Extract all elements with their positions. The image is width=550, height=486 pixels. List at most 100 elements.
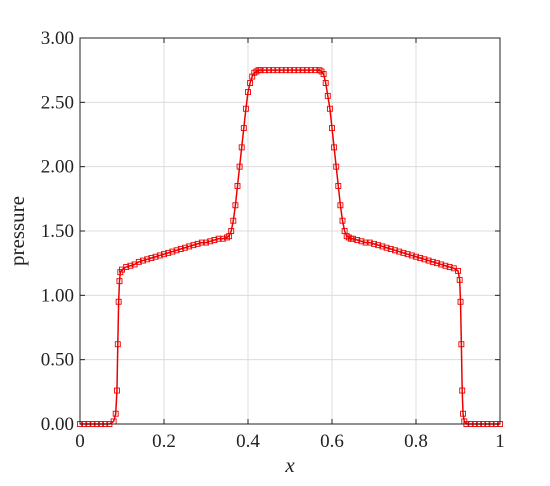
pressure-data-point <box>161 251 167 258</box>
pressure-data-point <box>148 255 155 261</box>
pressure-data-point <box>236 163 243 170</box>
pressure-data-point <box>299 67 306 74</box>
pressure-data-point <box>242 105 249 112</box>
pressure-data-point <box>303 67 310 74</box>
pressure-data-point <box>123 264 130 270</box>
y-tick-label: 3.00 <box>41 28 74 49</box>
pressure-data-point <box>396 248 403 255</box>
pressure-data-point <box>203 239 209 246</box>
pressure-data-point <box>354 237 361 243</box>
pressure-data-point <box>186 243 193 250</box>
x-axis-label: x <box>284 453 295 477</box>
pressure-data-point <box>190 242 197 249</box>
pressure-data-point <box>144 256 151 263</box>
pressure-data-point <box>392 247 398 254</box>
pressure-data-point <box>371 240 377 247</box>
pressure-data-point <box>456 276 463 283</box>
pressure-data-point <box>247 80 254 86</box>
pressure-data-point <box>282 67 289 74</box>
pressure-data-point <box>135 258 142 265</box>
pressure-data-point <box>173 247 180 254</box>
pressure-data-point <box>140 257 146 264</box>
pressure-data-point <box>116 278 123 285</box>
y-tick-label: 2.00 <box>41 157 74 178</box>
pressure-data-point <box>324 92 331 99</box>
pressure-data-point <box>238 144 245 151</box>
series-layer <box>77 67 503 427</box>
x-tick-label: 0.6 <box>320 431 344 452</box>
x-tick-label: 0 <box>75 431 85 452</box>
pressure-data-point <box>182 244 188 251</box>
pressure-data-point <box>266 67 272 74</box>
y-tick-label: 1.50 <box>41 221 74 242</box>
x-tick-label: 0.4 <box>236 431 260 452</box>
y-axis-label: pressure <box>5 196 29 266</box>
pressure-data-point <box>421 256 428 263</box>
pressure-data-point <box>366 239 373 246</box>
y-tick-label: 0.50 <box>41 350 74 371</box>
pressure-data-point <box>429 258 436 265</box>
pressure-data-point <box>455 267 461 274</box>
pressure-data-point <box>219 235 226 242</box>
pressure-data-point <box>375 242 382 249</box>
x-tick-label: 0.2 <box>152 431 176 452</box>
pressure-data-point <box>460 410 466 417</box>
pressure-data-point <box>115 298 122 305</box>
pressure-data-point <box>362 239 369 246</box>
pressure-data-point <box>295 67 302 74</box>
pressure-data-point <box>291 67 298 74</box>
grid-lines <box>79 37 501 425</box>
pressure-data-point <box>156 252 163 259</box>
pressure-data-point <box>270 67 277 74</box>
pressure-data-point <box>169 248 176 255</box>
y-tick-label: 2.50 <box>41 92 74 113</box>
x-tick-label: 1 <box>495 431 505 452</box>
pressure-data-point <box>459 387 466 394</box>
pressure-data-point <box>211 237 218 243</box>
x-tick-label: 0.8 <box>404 431 428 452</box>
pressure-data-point <box>287 67 293 74</box>
y-tick-label: 0.00 <box>41 414 74 435</box>
pressure-data-point <box>232 202 239 209</box>
pressure-data-point <box>112 410 119 417</box>
pressure-data-point <box>404 251 411 258</box>
pressure-data-point <box>446 264 453 270</box>
pressure-data-point <box>257 67 264 74</box>
pressure-data-point <box>320 71 327 77</box>
tick-marks <box>79 37 501 425</box>
pressure-data-point <box>165 249 172 256</box>
pressure-data-point <box>333 163 340 170</box>
pressure-data-point <box>152 253 159 260</box>
pressure-data-point <box>417 255 424 261</box>
pressure-data-point <box>234 183 241 189</box>
pressure-series-line <box>80 69 500 425</box>
pressure-data-point <box>425 257 432 264</box>
pressure-data-point <box>207 238 214 245</box>
pressure-data-point <box>177 246 184 252</box>
pressure-data-point <box>331 144 338 151</box>
pressure-data-point <box>114 387 120 394</box>
pressure-data-point <box>458 341 465 348</box>
pressure-data-point <box>326 105 333 112</box>
y-tick-label: 1.00 <box>41 285 74 306</box>
pressure-data-point <box>438 261 445 268</box>
pressure-data-point <box>329 125 335 132</box>
pressure-data-point <box>413 253 419 260</box>
pressure-data-point <box>337 202 344 209</box>
pressure-data-point <box>308 67 314 74</box>
pressure-data-point <box>198 239 205 246</box>
pressure-data-point <box>194 240 201 247</box>
pressure-data-point <box>215 235 222 242</box>
pressure-data-point <box>278 67 285 74</box>
pressure-data-point <box>274 67 281 74</box>
pressure-data-point <box>358 238 365 245</box>
pressure-data-point <box>230 217 237 224</box>
pressure-data-point <box>350 235 356 242</box>
pressure-data-point <box>114 341 121 348</box>
pressure-data-point <box>339 217 346 224</box>
pressure-data-point <box>312 67 319 74</box>
pressure-data-point <box>127 262 134 269</box>
pressure-data-point <box>434 260 440 267</box>
pressure-data-point <box>442 262 449 269</box>
